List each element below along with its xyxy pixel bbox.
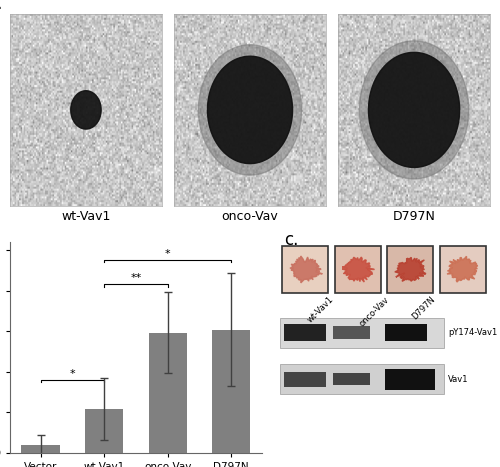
Bar — [22, 445, 60, 453]
X-axis label: D797N: D797N — [392, 210, 436, 223]
Text: *: * — [70, 369, 75, 379]
Text: a.: a. — [0, 0, 2, 13]
Polygon shape — [368, 52, 460, 168]
X-axis label: wt-Vav1: wt-Vav1 — [62, 210, 110, 223]
Bar — [280, 318, 444, 347]
Text: pY174-Vav1: pY174-Vav1 — [448, 328, 498, 337]
Text: D797N: D797N — [410, 295, 437, 322]
Text: c.: c. — [284, 232, 299, 249]
Text: **: ** — [130, 273, 141, 283]
Bar — [440, 246, 486, 293]
Polygon shape — [342, 257, 374, 282]
Bar — [332, 326, 370, 339]
Polygon shape — [447, 256, 478, 282]
Polygon shape — [71, 91, 101, 129]
Text: Vav1: Vav1 — [448, 375, 468, 384]
Bar — [284, 372, 327, 387]
Text: *: * — [165, 249, 170, 259]
Bar — [385, 324, 427, 341]
Bar — [280, 364, 444, 394]
Bar — [148, 333, 186, 453]
Polygon shape — [395, 257, 426, 281]
Bar — [335, 246, 381, 293]
Bar — [385, 368, 436, 389]
Bar — [332, 373, 370, 385]
Bar — [212, 330, 250, 453]
X-axis label: onco-Vav: onco-Vav — [222, 210, 278, 223]
Polygon shape — [360, 41, 469, 179]
Polygon shape — [198, 45, 302, 175]
Polygon shape — [290, 256, 322, 283]
Polygon shape — [208, 56, 292, 163]
Text: onco-Vav: onco-Vav — [358, 295, 391, 328]
Bar — [85, 409, 123, 453]
Bar — [284, 324, 327, 341]
Bar — [387, 246, 434, 293]
Bar — [282, 246, 329, 293]
Text: wt-Vav1: wt-Vav1 — [306, 295, 335, 325]
